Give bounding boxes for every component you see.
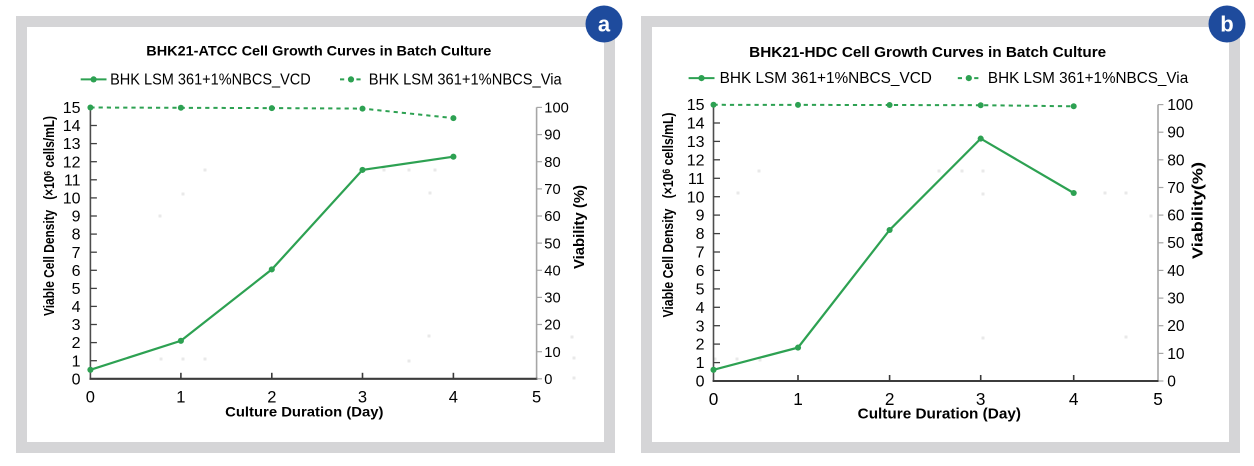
svg-text:BHK21-ATCC Cell Growth Curves: BHK21-ATCC Cell Growth Curves in Batch C… [146,42,491,58]
svg-text:70: 70 [544,182,560,198]
svg-text:6: 6 [72,263,81,280]
svg-text:5: 5 [532,388,541,406]
svg-text:Viable Cell Density (×106 ce: Viable Cell Density (×106 cells/mL) [661,112,677,317]
svg-text:40: 40 [1167,263,1185,280]
svg-text:13: 13 [63,136,81,153]
svg-text:60: 60 [544,209,560,225]
svg-text:1: 1 [176,388,185,406]
svg-text:40: 40 [544,263,560,279]
svg-text:0: 0 [1167,374,1176,391]
svg-text:50: 50 [544,236,560,252]
svg-text:20: 20 [1167,318,1185,335]
svg-text:Culture Duration (Day): Culture Duration (Day) [858,407,1021,423]
svg-text:5: 5 [72,281,81,298]
svg-text:14: 14 [63,118,81,135]
svg-text:80: 80 [1167,152,1185,169]
svg-text:10: 10 [1167,346,1185,363]
svg-text:4: 4 [449,388,458,406]
svg-text:20: 20 [544,318,560,334]
svg-text:30: 30 [544,291,560,307]
svg-text:Viable Cell Density (×106 ce: Viable Cell Density (×106 cells/mL) [42,116,58,316]
svg-text:90: 90 [1167,125,1185,142]
svg-text:4: 4 [696,300,705,317]
svg-text:3: 3 [358,388,367,406]
svg-text:11: 11 [688,171,705,188]
svg-text:4: 4 [72,299,81,316]
svg-text:10: 10 [544,345,560,361]
svg-text:60: 60 [1167,208,1185,225]
svg-text:BHK LSM 361+1%NBCS_Via: BHK LSM 361+1%NBCS_Via [369,71,562,88]
svg-text:6: 6 [696,263,705,280]
svg-text:7: 7 [72,245,81,262]
svg-text:0: 0 [86,388,95,406]
svg-text:11: 11 [64,172,81,189]
svg-text:9: 9 [72,209,81,226]
svg-text:7: 7 [696,245,705,262]
svg-text:0: 0 [544,372,552,388]
svg-text:0: 0 [72,371,81,388]
svg-text:BHK LSM 361+1%NBCS_VCD: BHK LSM 361+1%NBCS_VCD [110,71,311,88]
svg-text:10: 10 [687,189,705,206]
svg-text:30: 30 [1167,291,1185,308]
svg-text:1: 1 [793,389,803,409]
svg-text:100: 100 [544,101,569,117]
svg-text:0: 0 [709,389,719,409]
svg-text:1: 1 [696,355,705,372]
svg-text:14: 14 [687,116,705,133]
svg-text:2: 2 [885,389,895,409]
svg-text:3: 3 [72,317,81,334]
svg-text:5: 5 [1153,389,1163,409]
svg-text:10: 10 [63,191,81,208]
svg-text:8: 8 [72,227,81,244]
svg-text:100: 100 [1167,97,1193,114]
svg-text:15: 15 [63,100,81,117]
svg-text:5: 5 [696,282,705,299]
svg-text:2: 2 [696,337,705,354]
svg-text:BHK LSM 361+1%NBCS_Via: BHK LSM 361+1%NBCS_Via [988,70,1188,87]
svg-text:1: 1 [72,353,81,370]
svg-text:90: 90 [544,128,560,144]
svg-text:b: b [1220,12,1233,37]
svg-text:12: 12 [63,154,81,171]
svg-text:Viability(%): Viability(%) [1190,162,1207,259]
svg-text:15: 15 [687,97,705,114]
svg-text:4: 4 [1069,389,1079,409]
svg-text:2: 2 [267,388,276,406]
svg-text:3: 3 [696,318,705,335]
svg-text:12: 12 [687,152,705,169]
svg-text:2: 2 [72,335,81,352]
svg-text:9: 9 [696,208,705,225]
svg-text:Culture Duration (Day): Culture Duration (Day) [225,405,383,420]
svg-text:Viability (%): Viability (%) [572,185,588,269]
svg-text:3: 3 [976,389,986,409]
svg-text:50: 50 [1167,235,1185,252]
svg-text:8: 8 [696,226,705,243]
svg-text:80: 80 [544,155,560,171]
svg-text:BHK LSM 361+1%NBCS_VCD: BHK LSM 361+1%NBCS_VCD [720,70,932,87]
svg-text:13: 13 [687,134,705,151]
svg-text:0: 0 [696,374,705,391]
svg-text:BHK21-HDC Cell Growth Curves i: BHK21-HDC Cell Growth Curves in Batch Cu… [749,45,1106,61]
svg-text:a: a [598,12,611,37]
svg-text:70: 70 [1167,180,1185,197]
